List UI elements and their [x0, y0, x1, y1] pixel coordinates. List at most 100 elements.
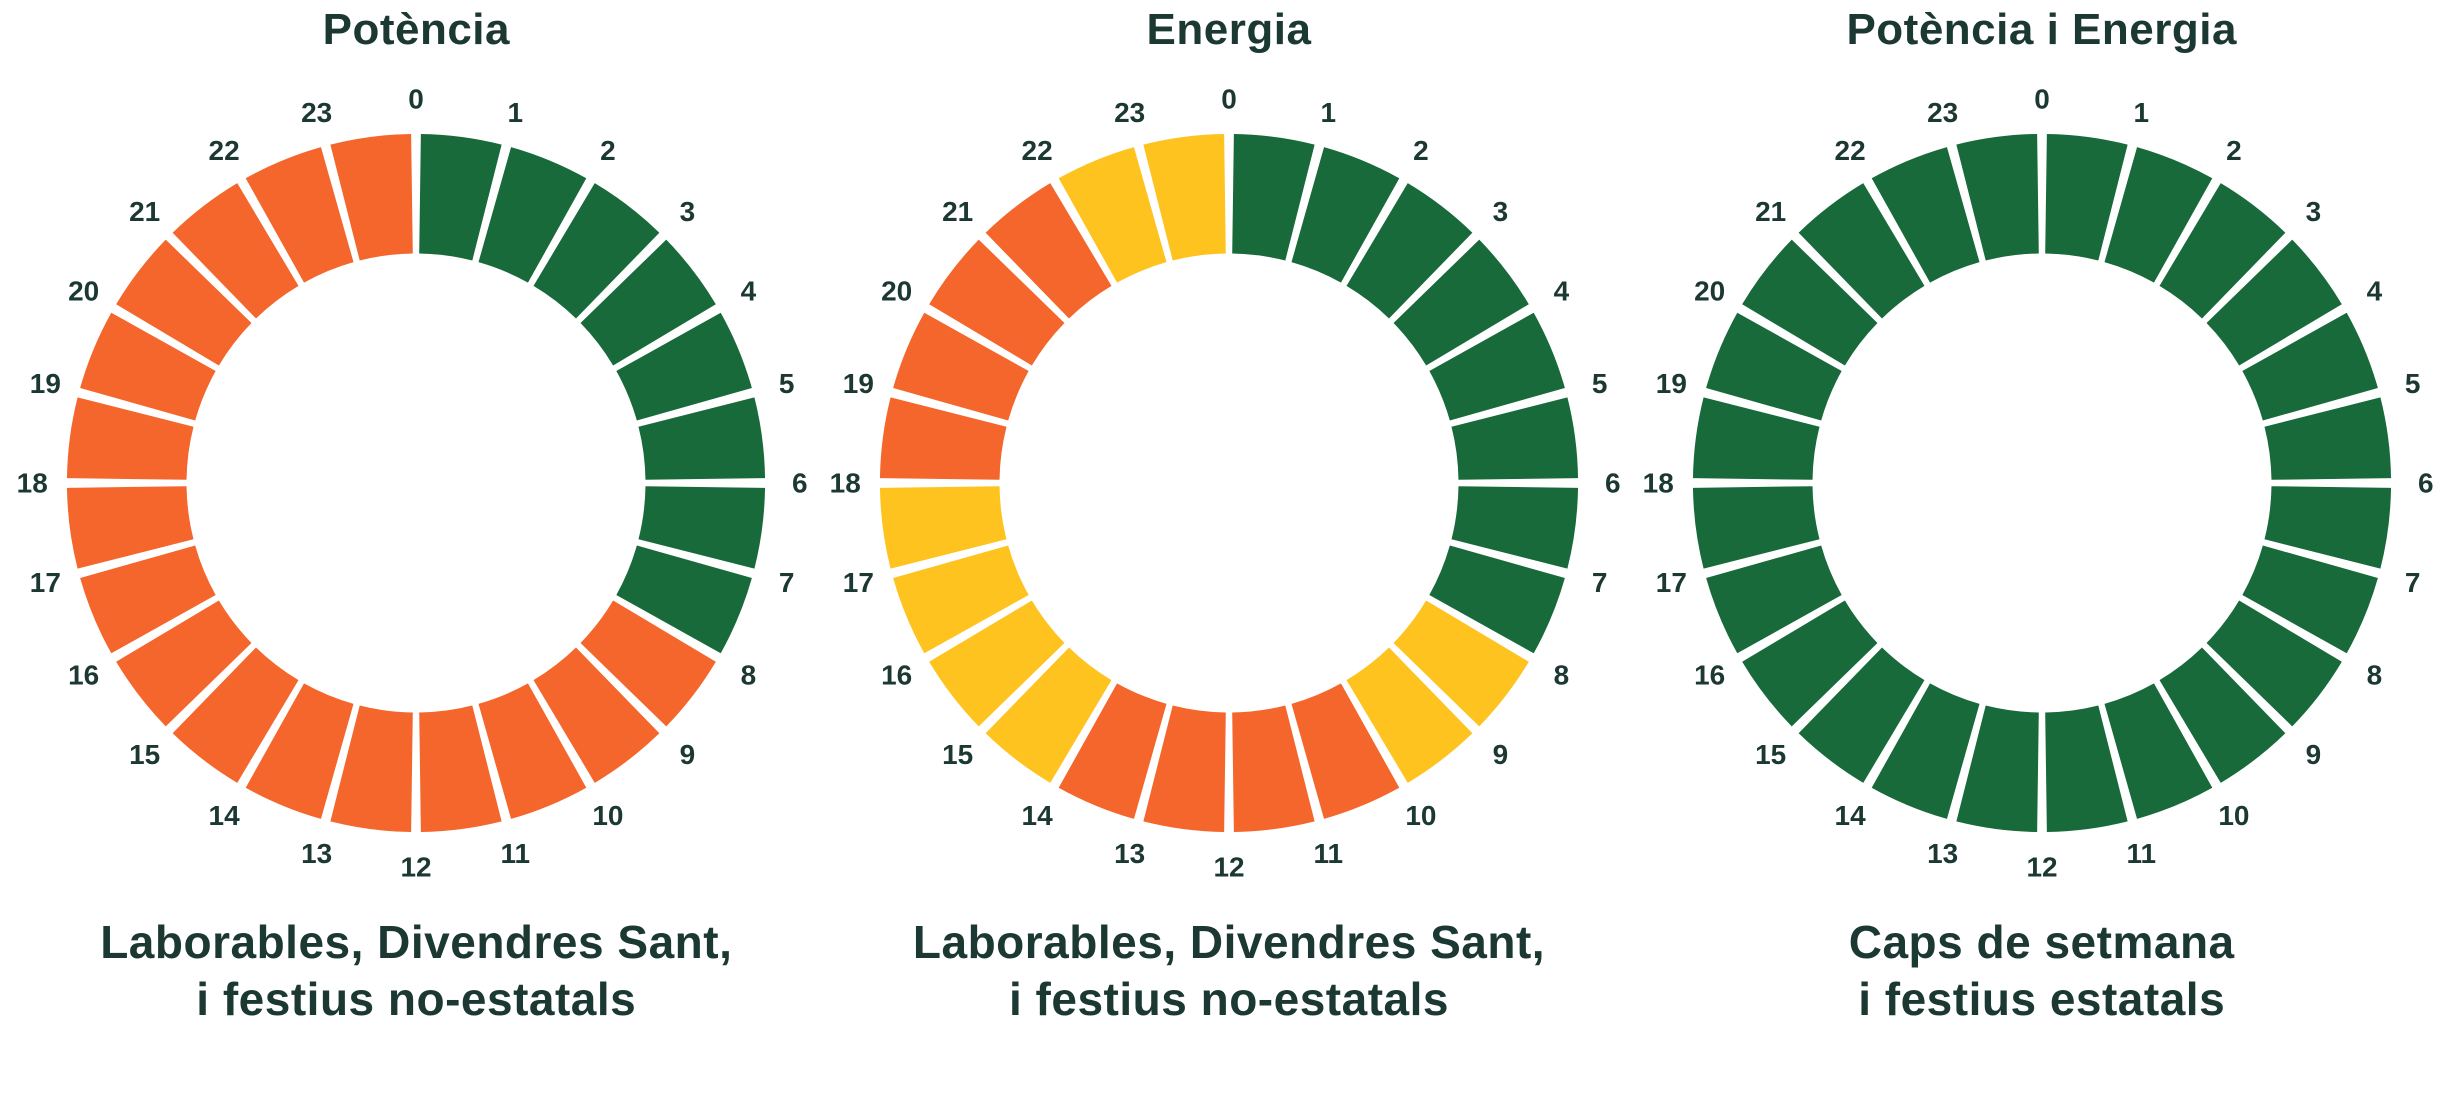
hour-segment-0-vall [1232, 134, 1315, 261]
hour-label-22: 22 [1834, 136, 1865, 167]
hour-segment-10-punta [478, 683, 587, 820]
caption-line-2: i festius no-estatals [1009, 972, 1449, 1025]
hour-label-12: 12 [401, 852, 432, 883]
hour-segment-13-vall [1871, 683, 1980, 820]
chart-title-potencia: Potència [322, 5, 510, 54]
hour-label-15: 15 [942, 739, 973, 770]
hour-label-17: 17 [843, 567, 874, 598]
hour-label-17: 17 [30, 567, 61, 598]
hour-label-13: 13 [301, 839, 332, 870]
hour-segment-22-pla [1058, 147, 1167, 284]
hour-label-5: 5 [1592, 369, 1608, 400]
hour-label-16: 16 [68, 660, 99, 691]
hour-segment-18-vall [1692, 397, 1820, 481]
hour-segment-2-vall [2159, 183, 2286, 319]
hour-segment-18-punta [879, 397, 1007, 481]
hour-segment-12-vall [1956, 705, 2039, 833]
hour-segment-23-punta [330, 134, 414, 261]
hour-segment-14-pla [985, 647, 1112, 784]
hour-label-18: 18 [1642, 468, 1673, 499]
hour-segment-14-punta [172, 647, 299, 784]
hour-segment-0-vall [2044, 134, 2128, 261]
hour-label-12: 12 [1213, 852, 1244, 883]
chart-column-potencia-energia: Potència i Energia 0 1 2 3 4 5 6 7 8 9 10 11 12 13 14 1… [1635, 5, 2448, 1027]
hour-label-16: 16 [1694, 660, 1725, 691]
hour-segment-3-vall [2206, 240, 2342, 366]
hour-segment-11-punta [419, 705, 502, 833]
hour-segment-7-vall [616, 545, 753, 654]
hour-label-13: 13 [1927, 839, 1958, 870]
hour-label-11: 11 [501, 839, 531, 870]
hour-segment-15-punta [116, 600, 252, 727]
hour-segment-20-vall [1741, 240, 1878, 366]
hour-label-9: 9 [680, 739, 696, 770]
chart-caption-energia: Laborables, Divendres Sant, i festius no… [913, 914, 1545, 1026]
hour-segment-21-punta [172, 183, 299, 319]
hour-segment-11-punta [1232, 705, 1315, 833]
hour-label-19: 19 [30, 369, 61, 400]
hour-label-11: 11 [2126, 839, 2156, 870]
hour-segment-4-vall [616, 313, 753, 421]
caption-line-1: Laborables, Divendres Sant, [912, 916, 1546, 969]
hour-segment-10-vall [2104, 683, 2212, 820]
hour-segment-21-vall [1798, 183, 1925, 319]
hour-label-17: 17 [1655, 567, 1686, 598]
hour-label-23: 23 [301, 97, 332, 128]
hour-segment-1-vall [1291, 147, 1400, 284]
hour-segment-8-pla [1393, 600, 1529, 727]
hour-label-10: 10 [1405, 800, 1436, 831]
caption-line-2: i festius no-estatals [196, 972, 637, 1025]
hour-segment-5-vall [638, 397, 766, 481]
hour-label-23: 23 [1114, 97, 1145, 128]
hour-segment-4-vall [2242, 313, 2378, 421]
hour-segment-8-vall [2206, 600, 2342, 727]
hour-segment-5-vall [1451, 397, 1579, 481]
hour-label-21: 21 [1755, 197, 1786, 228]
hour-segment-0-vall [419, 134, 502, 261]
hour-label-15: 15 [129, 739, 160, 770]
hour-segment-9-vall [2159, 647, 2286, 784]
hour-segment-3-vall [580, 240, 717, 366]
chart-title-potencia-energia: Potència i Energia [1846, 5, 2237, 54]
hour-label-6: 6 [792, 468, 808, 499]
hour-label-19: 19 [843, 369, 874, 400]
hour-label-4: 4 [1554, 276, 1570, 307]
hour-segment-22-vall [1871, 147, 1980, 284]
caption-line-2: i festius estatals [1858, 972, 2226, 1025]
chart-column-energia: Energia 0 1 2 3 4 5 6 7 8 9 10 11 12 13 14 15 16 17 18 19 20… [823, 5, 1636, 1027]
hour-label-5: 5 [779, 369, 795, 400]
hour-label-20: 20 [1694, 276, 1725, 307]
hour-label-1: 1 [508, 97, 524, 128]
hour-label-6: 6 [2418, 468, 2434, 499]
hour-label-18: 18 [17, 468, 48, 499]
hour-segment-19-punta [893, 313, 1029, 421]
hour-label-12: 12 [2026, 852, 2057, 883]
caption-line-1: Laborables, Divendres Sant, [100, 916, 733, 969]
hour-segment-12-punta [330, 705, 414, 833]
hour-label-2: 2 [600, 136, 616, 167]
hour-segment-20-punta [116, 240, 252, 366]
hour-segment-15-vall [1741, 600, 1878, 727]
hour-label-22: 22 [1022, 136, 1053, 167]
hour-segment-6-vall [1451, 486, 1579, 570]
hour-label-13: 13 [1114, 839, 1145, 870]
hour-segment-13-punta [245, 683, 354, 820]
hour-label-10: 10 [2218, 800, 2249, 831]
chart-column-potencia: Potència 0 1 2 3 4 5 6 7 8 9 10 11 12 13 14 15 16 17 18 19 2… [10, 5, 823, 1027]
hour-segment-5-vall [2264, 397, 2391, 481]
hour-label-21: 21 [942, 197, 973, 228]
chart-caption-potencia: Laborables, Divendres Sant, i festius no… [100, 914, 732, 1026]
hour-segment-3-vall [1393, 240, 1529, 366]
hour-segment-19-vall [1705, 313, 1842, 421]
hour-label-20: 20 [68, 276, 99, 307]
hour-segment-19-punta [80, 313, 216, 421]
hour-label-23: 23 [1927, 97, 1958, 128]
hour-label-9: 9 [1493, 739, 1509, 770]
hour-segment-16-punta [80, 545, 216, 654]
hour-label-4: 4 [2366, 276, 2382, 307]
hour-label-20: 20 [881, 276, 912, 307]
hour-segment-11-vall [2044, 705, 2128, 833]
hour-label-4: 4 [741, 276, 757, 307]
hour-label-3: 3 [1493, 197, 1509, 228]
hour-label-3: 3 [680, 197, 696, 228]
